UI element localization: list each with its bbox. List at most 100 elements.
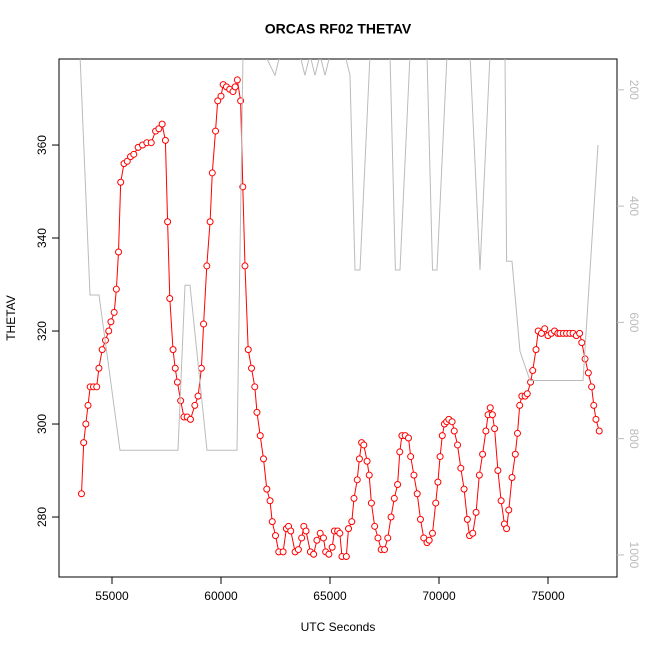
point bbox=[173, 378, 181, 386]
x-tick-label: 75000 bbox=[531, 589, 565, 603]
point bbox=[268, 518, 276, 526]
point bbox=[434, 478, 442, 486]
point bbox=[578, 339, 586, 347]
point bbox=[313, 536, 321, 544]
point bbox=[212, 127, 220, 135]
point bbox=[166, 294, 174, 302]
point bbox=[231, 83, 239, 91]
point bbox=[436, 453, 444, 461]
point bbox=[208, 169, 216, 177]
y2-tick-label: 1000 bbox=[627, 542, 641, 569]
point bbox=[110, 308, 118, 316]
point bbox=[503, 525, 511, 533]
point bbox=[203, 262, 211, 270]
point bbox=[169, 346, 177, 354]
point bbox=[394, 480, 402, 488]
point bbox=[576, 329, 584, 337]
point bbox=[363, 457, 371, 465]
y-axis-label: THETAV bbox=[4, 295, 18, 341]
point bbox=[486, 404, 494, 412]
point bbox=[105, 327, 113, 335]
point bbox=[355, 455, 363, 463]
point bbox=[457, 464, 465, 472]
point bbox=[450, 427, 458, 435]
point bbox=[410, 471, 418, 479]
point bbox=[508, 473, 516, 481]
point bbox=[251, 383, 259, 391]
point bbox=[529, 367, 537, 375]
point bbox=[95, 364, 103, 372]
point bbox=[584, 369, 592, 377]
point bbox=[186, 415, 194, 423]
point bbox=[164, 218, 172, 226]
point bbox=[488, 411, 496, 419]
point bbox=[523, 390, 531, 398]
point bbox=[123, 157, 131, 165]
point bbox=[155, 125, 163, 133]
point bbox=[253, 408, 261, 416]
point bbox=[595, 427, 603, 435]
point bbox=[319, 534, 327, 542]
point bbox=[348, 518, 356, 526]
point bbox=[350, 494, 358, 502]
point bbox=[117, 178, 125, 186]
point bbox=[454, 441, 462, 449]
point bbox=[256, 432, 264, 440]
point bbox=[588, 383, 596, 391]
point bbox=[390, 494, 398, 502]
point bbox=[425, 536, 433, 544]
series-line bbox=[79, 59, 599, 451]
series-line bbox=[81, 79, 600, 557]
point bbox=[413, 490, 421, 498]
point bbox=[194, 392, 202, 400]
point bbox=[345, 525, 353, 533]
point bbox=[98, 346, 106, 354]
point bbox=[438, 432, 446, 440]
point bbox=[469, 529, 477, 537]
x-tick-label: 65000 bbox=[313, 589, 347, 603]
point bbox=[328, 543, 336, 551]
y2-tick-label: 400 bbox=[627, 196, 641, 216]
y-tick-label: 320 bbox=[35, 321, 49, 341]
point bbox=[158, 120, 166, 128]
point bbox=[460, 485, 468, 493]
point bbox=[233, 76, 241, 84]
point bbox=[93, 383, 101, 391]
point bbox=[147, 139, 155, 147]
y2-tick-label: 600 bbox=[627, 312, 641, 332]
point bbox=[475, 471, 483, 479]
plot-area bbox=[77, 59, 603, 561]
x-tick-label: 60000 bbox=[204, 589, 238, 603]
point bbox=[112, 285, 120, 293]
y-tick-label: 340 bbox=[35, 228, 49, 248]
point bbox=[325, 550, 333, 558]
point bbox=[592, 415, 600, 423]
point bbox=[77, 490, 85, 498]
point bbox=[407, 453, 415, 461]
point bbox=[271, 532, 279, 540]
point bbox=[472, 508, 480, 516]
point bbox=[374, 534, 382, 542]
y2-tick-label: 800 bbox=[627, 429, 641, 449]
point bbox=[80, 439, 88, 447]
point bbox=[532, 346, 540, 354]
point bbox=[241, 262, 249, 270]
point bbox=[513, 429, 521, 437]
point bbox=[260, 455, 268, 463]
point bbox=[505, 506, 513, 514]
point bbox=[360, 441, 368, 449]
y2-tick-label: 200 bbox=[627, 80, 641, 100]
point bbox=[365, 471, 373, 479]
point bbox=[371, 522, 379, 530]
point bbox=[287, 527, 295, 535]
point bbox=[336, 529, 344, 537]
point bbox=[581, 355, 589, 363]
point bbox=[541, 325, 549, 333]
point bbox=[107, 318, 115, 326]
x-tick-label: 70000 bbox=[422, 589, 456, 603]
point bbox=[590, 401, 598, 409]
point bbox=[463, 515, 471, 523]
point bbox=[191, 401, 199, 409]
point bbox=[302, 527, 310, 535]
